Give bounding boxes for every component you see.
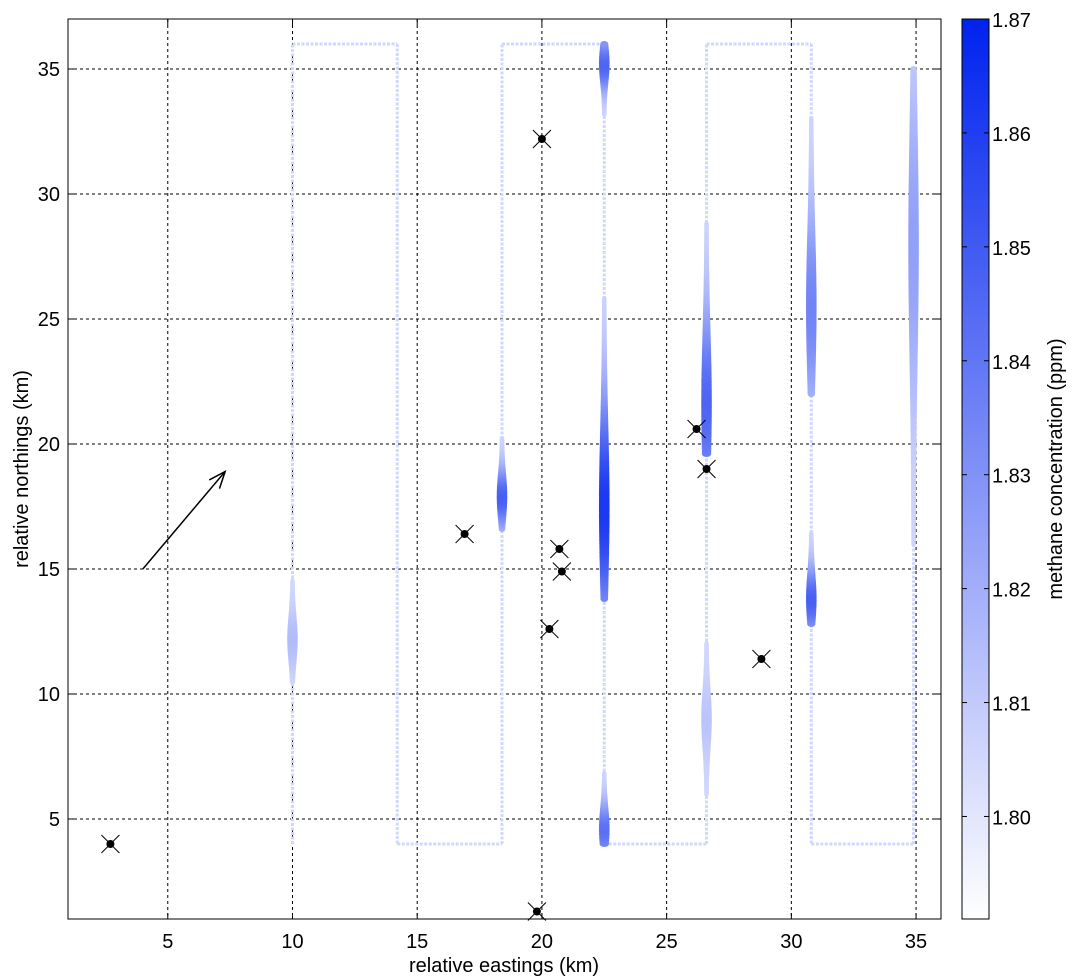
wind-arrow-head	[208, 469, 227, 489]
source-point	[757, 655, 766, 663]
colorbar-label: methane concentration (ppm)	[1045, 338, 1067, 599]
y-tick-label: 30	[38, 184, 60, 206]
x-tick-label: 15	[406, 931, 428, 953]
y-tick-label: 20	[38, 434, 60, 456]
x-tick-label: 10	[281, 931, 303, 953]
colorbar-tick-label: 1.82	[992, 580, 1031, 602]
plume-point	[910, 66, 917, 72]
plume-point	[290, 578, 295, 585]
source-point	[545, 625, 554, 633]
source-point	[537, 135, 546, 143]
source-point	[702, 465, 711, 473]
x-ticks: 5 10 15 20 25 30 35	[162, 19, 927, 953]
wind-arrow-shaft	[142, 471, 226, 570]
plume-point	[808, 531, 814, 537]
wind-arrow	[142, 469, 227, 570]
source-point	[106, 840, 115, 848]
colorbar-gradient	[961, 18, 990, 920]
methane-plumes	[287, 41, 919, 847]
y-axis-label: relative northings (km)	[11, 370, 33, 568]
colorbar-tick-label: 1.85	[992, 238, 1031, 260]
colorbar-tick-label: 1.83	[992, 466, 1031, 488]
colorbar-tick-label: 1.86	[992, 124, 1031, 146]
y-tick-label: 35	[38, 59, 60, 81]
colorbar: 1.80 1.81 1.82 1.83 1.84 1.85 1.86 1.87 methane…	[961, 10, 1067, 920]
y-ticks: 5 10 15 20 25 30 35	[38, 59, 941, 831]
source-point	[555, 545, 564, 553]
plume-point	[601, 296, 607, 302]
plume-point	[704, 221, 709, 227]
colorbar-ticks: 1.80 1.81 1.82 1.83 1.84 1.85 1.86 1.87	[962, 10, 1031, 829]
y-tick-label: 10	[38, 684, 60, 706]
x-tick-label: 25	[656, 931, 678, 953]
colorbar-tick-label: 1.84	[992, 352, 1031, 374]
x-tick-label: 20	[531, 931, 553, 953]
plot-frame	[67, 18, 942, 920]
source-point	[557, 567, 566, 576]
source-point	[532, 907, 541, 916]
plume-point	[499, 436, 505, 442]
colorbar-tick-label: 1.81	[992, 694, 1031, 716]
source-point	[460, 530, 469, 538]
plume-point	[704, 641, 709, 647]
source-point	[692, 425, 701, 433]
x-tick-label: 30	[780, 931, 802, 953]
plume-point	[808, 116, 814, 122]
y-tick-label: 15	[38, 559, 60, 581]
plume-point	[601, 771, 607, 777]
x-tick-label: 35	[905, 931, 927, 953]
x-tick-label: 5	[162, 931, 173, 953]
plume-point	[600, 41, 609, 47]
colorbar-tick-label: 1.87	[992, 10, 1031, 32]
x-axis-label: relative eastings (km)	[409, 955, 599, 977]
y-tick-label: 5	[49, 809, 60, 831]
source-markers	[101, 129, 771, 921]
y-tick-label: 25	[38, 309, 60, 331]
colorbar-tick-label: 1.80	[992, 807, 1031, 829]
